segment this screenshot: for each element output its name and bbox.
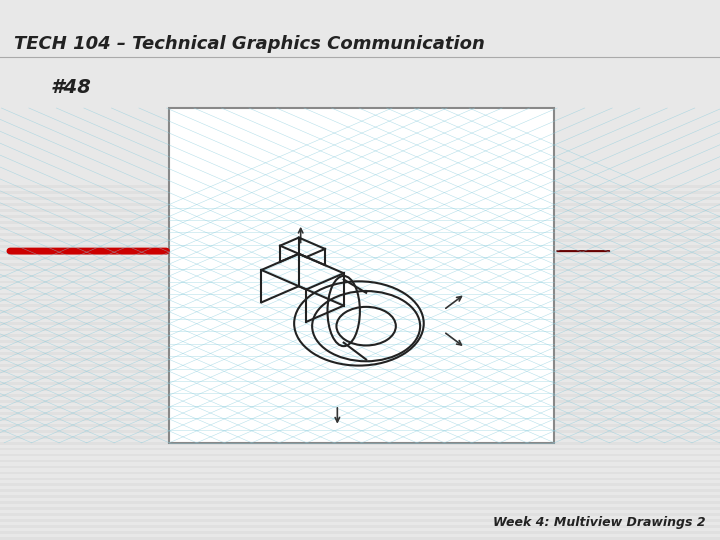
Bar [0, 346, 720, 349]
Bar [0, 418, 720, 421]
Bar [0, 209, 720, 212]
Bar [0, 382, 720, 385]
Bar [0, 233, 720, 235]
Bar [0, 227, 720, 229]
Bar [0, 483, 720, 487]
Bar [0, 519, 720, 522]
Text: TECH 104 – Technical Graphics Communication: TECH 104 – Technical Graphics Communicat… [14, 35, 485, 53]
Bar [169, 108, 554, 443]
Bar [0, 471, 720, 474]
Bar [0, 310, 720, 313]
Bar [0, 489, 720, 492]
Bar [0, 406, 720, 409]
Bar [0, 400, 720, 403]
Bar [0, 191, 720, 194]
Bar [0, 352, 720, 355]
Bar [0, 299, 720, 301]
Bar [0, 215, 720, 218]
Bar [0, 293, 720, 295]
Text: Week 4: Multiview Drawings 2: Week 4: Multiview Drawings 2 [493, 516, 706, 529]
Bar [0, 460, 720, 462]
Bar [0, 245, 720, 248]
Text: #48: #48 [50, 78, 91, 97]
Bar [0, 442, 720, 444]
Bar [0, 394, 720, 397]
Bar [0, 412, 720, 415]
Bar [0, 239, 720, 241]
Bar [0, 358, 720, 361]
Bar [0, 263, 720, 266]
Bar [0, 436, 720, 438]
Bar [0, 328, 720, 331]
Bar [0, 340, 720, 343]
Bar [0, 256, 720, 260]
Bar [0, 424, 720, 427]
Bar [0, 454, 720, 456]
Bar [0, 287, 720, 289]
Bar [0, 364, 720, 367]
Bar [0, 221, 720, 224]
Bar [0, 185, 720, 188]
Bar [0, 305, 720, 307]
Bar [0, 203, 720, 206]
Bar [0, 514, 720, 516]
Bar [0, 508, 720, 510]
Bar [0, 376, 720, 379]
Bar [0, 430, 720, 433]
Bar [0, 251, 720, 254]
Bar [0, 334, 720, 337]
Bar [0, 477, 720, 481]
Bar [0, 316, 720, 319]
Bar [0, 531, 720, 534]
Bar [0, 269, 720, 272]
Bar [0, 448, 720, 450]
Bar [0, 388, 720, 391]
Bar [0, 197, 720, 200]
Bar [0, 501, 720, 504]
Bar [0, 465, 720, 468]
Bar [0, 525, 720, 528]
Bar [0, 275, 720, 278]
Bar [0, 537, 720, 540]
Bar [0, 495, 720, 498]
Bar [0, 370, 720, 373]
Bar [0, 322, 720, 325]
Bar [0, 281, 720, 284]
